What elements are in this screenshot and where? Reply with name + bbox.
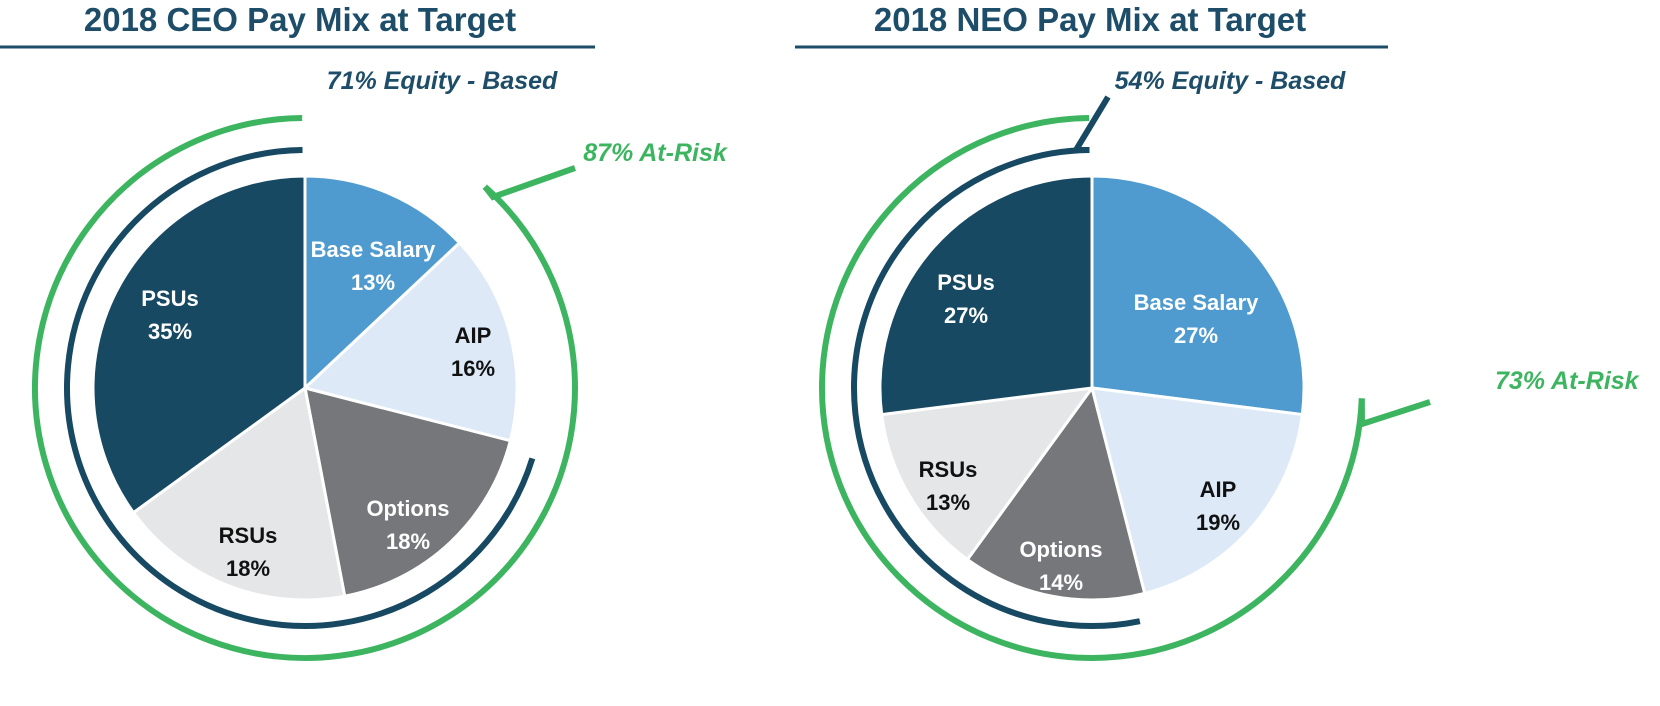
- slice-value-label: 13%: [926, 490, 970, 515]
- at-risk-leader-line: [1358, 398, 1431, 429]
- slice-aip: [1090, 386, 1304, 595]
- slice-value-label: 16%: [451, 356, 495, 381]
- slice-value-label: 27%: [944, 303, 988, 328]
- slice-label: Options: [366, 496, 449, 521]
- slice-options: [303, 386, 512, 598]
- slice-rsus: [880, 386, 1094, 562]
- slice-label: AIP: [1200, 477, 1237, 502]
- slice-value-label: 18%: [226, 556, 270, 581]
- slice-label: Options: [1019, 537, 1102, 562]
- slice-label: Base Salary: [311, 237, 437, 262]
- slice-label: AIP: [455, 323, 492, 348]
- slice-value-label: 14%: [1039, 570, 1083, 595]
- at-risk-arc: [31, 115, 578, 661]
- at-risk-arc: [819, 115, 1365, 661]
- slice-value-label: 27%: [1174, 323, 1218, 348]
- equity-based-callout: 71% Equity - Based: [327, 67, 558, 95]
- slice-value-label: 13%: [351, 270, 395, 295]
- slice-value-label: 18%: [386, 529, 430, 554]
- at-risk-callout: 73% At-Risk: [1495, 367, 1640, 395]
- at-risk-callout: 87% At-Risk: [583, 139, 728, 167]
- slice-label: RSUs: [219, 523, 278, 548]
- equity-leader-line: [1070, 95, 1111, 153]
- slice-rsus: [131, 386, 347, 602]
- slice-base-salary: [303, 174, 462, 390]
- slice-label: RSUs: [919, 457, 978, 482]
- slice-label: Base Salary: [1134, 290, 1260, 315]
- slice-value-label: 35%: [148, 319, 192, 344]
- at-risk-leader-line: [482, 165, 577, 201]
- slice-label: PSUs: [141, 286, 198, 311]
- chart-title: 2018 NEO Pay Mix at Target: [874, 1, 1306, 38]
- slice-psus: [91, 174, 307, 515]
- neo-chart: 2018 NEO Pay Mix at Target Base Salary 27%…: [795, 1, 1640, 661]
- slice-base-salary: [1090, 174, 1306, 417]
- equity-based-callout: 54% Equity - Based: [1115, 67, 1346, 95]
- equity-based-arc: [851, 147, 1141, 629]
- ceo-chart: 2018 CEO Pay Mix at Target Base Salary 13%…: [0, 1, 728, 661]
- chart-title: 2018 CEO Pay Mix at Target: [84, 1, 516, 38]
- slice-value-label: 19%: [1196, 510, 1240, 535]
- slice-psus: [878, 174, 1094, 417]
- equity-based-arc: [64, 147, 536, 629]
- slice-options: [965, 386, 1147, 602]
- slice-aip: [303, 241, 519, 443]
- slice-label: PSUs: [937, 270, 994, 295]
